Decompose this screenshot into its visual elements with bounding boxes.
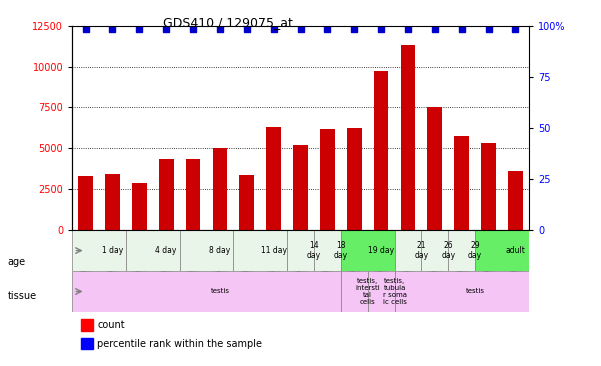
FancyBboxPatch shape <box>341 230 394 271</box>
FancyBboxPatch shape <box>287 230 314 271</box>
Text: 4 day: 4 day <box>156 246 177 255</box>
Bar <box>239 175 254 230</box>
Bar <box>78 176 93 230</box>
Bar <box>186 159 200 230</box>
Bar <box>374 71 388 230</box>
Bar <box>266 127 281 230</box>
FancyBboxPatch shape <box>368 271 394 312</box>
Text: 8 day: 8 day <box>209 246 231 255</box>
Bar <box>427 108 442 230</box>
Text: GDS410 / 129075_at: GDS410 / 129075_at <box>163 16 293 30</box>
Bar <box>401 45 415 230</box>
Bar <box>454 136 469 230</box>
Text: percentile rank within the sample: percentile rank within the sample <box>97 339 262 349</box>
Bar <box>213 147 227 230</box>
Bar <box>81 319 93 330</box>
FancyBboxPatch shape <box>394 230 421 271</box>
Text: adult: adult <box>505 246 525 255</box>
Bar <box>508 171 523 230</box>
Text: testis,
tubula
r soma
ic cells: testis, tubula r soma ic cells <box>383 278 406 305</box>
FancyBboxPatch shape <box>421 230 448 271</box>
FancyBboxPatch shape <box>341 271 368 312</box>
FancyBboxPatch shape <box>448 230 475 271</box>
FancyBboxPatch shape <box>126 230 180 271</box>
FancyBboxPatch shape <box>72 230 126 271</box>
Text: 1 day: 1 day <box>102 246 123 255</box>
Bar <box>293 145 308 230</box>
Text: 29
day: 29 day <box>468 241 482 260</box>
Bar <box>105 174 120 230</box>
Text: testis,
intersti
tal
cells: testis, intersti tal cells <box>355 278 380 305</box>
Bar <box>159 159 174 230</box>
Text: 14
day: 14 day <box>307 241 321 260</box>
FancyBboxPatch shape <box>72 271 341 312</box>
FancyBboxPatch shape <box>180 230 233 271</box>
Bar <box>347 128 362 230</box>
Text: 21
day: 21 day <box>414 241 429 260</box>
Bar <box>132 183 147 230</box>
Bar <box>481 143 496 230</box>
Text: 26
day: 26 day <box>441 241 456 260</box>
Text: tissue: tissue <box>8 291 37 301</box>
FancyBboxPatch shape <box>394 271 529 312</box>
FancyBboxPatch shape <box>233 230 287 271</box>
Bar <box>320 129 335 230</box>
Bar <box>81 338 93 349</box>
Text: 18
day: 18 day <box>334 241 348 260</box>
Text: 11 day: 11 day <box>261 246 287 255</box>
Text: count: count <box>97 320 125 330</box>
Text: testis: testis <box>210 288 230 295</box>
Text: age: age <box>8 257 26 267</box>
Text: 19 day: 19 day <box>368 246 394 255</box>
FancyBboxPatch shape <box>475 230 529 271</box>
FancyBboxPatch shape <box>314 230 341 271</box>
Text: testis: testis <box>466 288 484 295</box>
